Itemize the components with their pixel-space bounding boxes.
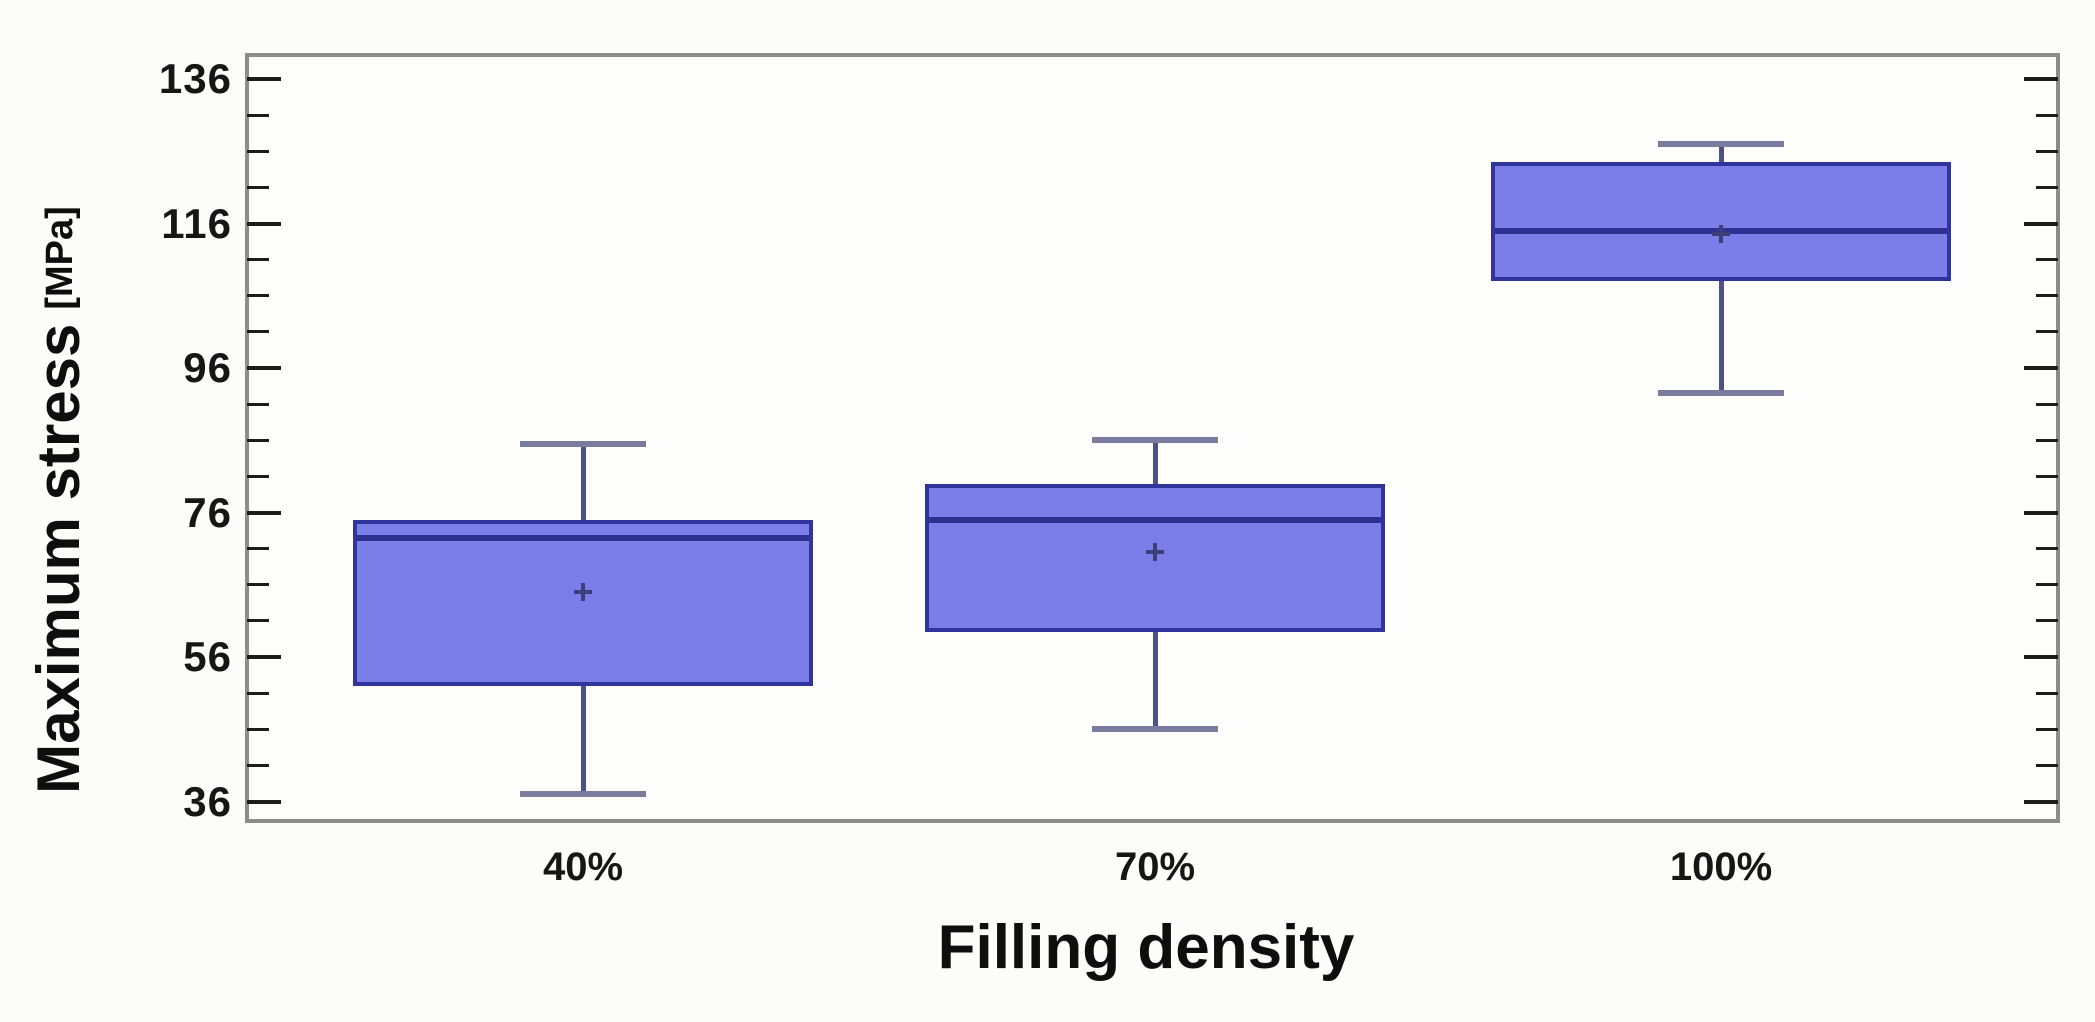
box-whisker-cap-lower	[1658, 390, 1784, 397]
box-median-line	[929, 516, 1381, 523]
y-axis-major-tick-right	[2024, 655, 2058, 659]
y-axis-major-tick	[247, 221, 281, 226]
y-axis-major-tick	[247, 510, 281, 515]
y-axis-minor-tick	[247, 258, 269, 262]
y-axis-minor-tick-right	[2036, 438, 2058, 442]
box-median-line	[357, 534, 809, 541]
y-axis-tick-label: 136	[158, 55, 232, 102]
y-axis-minor-tick	[247, 691, 269, 695]
box-whisker-cap-upper	[520, 440, 646, 447]
y-axis-tick-label: 56	[183, 633, 232, 680]
y-axis-major-tick-right	[2024, 221, 2058, 226]
y-axis-minor-tick-right	[2036, 149, 2058, 153]
y-axis-minor-tick	[247, 149, 269, 153]
y-axis-major-tick	[247, 77, 281, 81]
x-axis-title: Filling density	[937, 913, 1355, 982]
y-axis-minor-tick	[247, 474, 269, 478]
y-axis-tick-label: 116	[161, 199, 232, 247]
y-axis-minor-tick	[247, 727, 269, 731]
y-axis-minor-tick	[247, 185, 269, 189]
y-axis-major-tick	[247, 655, 281, 659]
box-whisker-cap-upper	[1092, 437, 1218, 444]
y-axis-minor-tick-right	[2036, 294, 2058, 298]
y-axis-major-tick-right	[2024, 366, 2058, 370]
y-axis-minor-tick-right	[2036, 330, 2058, 334]
y-axis-minor-tick	[247, 547, 269, 551]
y-axis-minor-tick-right	[2036, 474, 2058, 478]
x-category-label: 70%	[1114, 845, 1196, 889]
x-category-label: 100%	[1669, 845, 1773, 889]
y-axis-minor-tick	[247, 113, 269, 117]
y-axis-minor-tick-right	[2036, 727, 2058, 731]
box-iqr	[353, 519, 813, 686]
y-axis-minor-tick-right	[2036, 691, 2058, 695]
box-iqr	[1491, 162, 1951, 282]
y-axis-major-tick	[247, 799, 281, 804]
box-whisker-cap-lower	[1092, 726, 1218, 733]
y-axis-minor-tick-right	[2036, 547, 2058, 551]
y-axis-minor-tick	[247, 619, 269, 623]
y-axis-minor-tick	[247, 583, 269, 587]
mean-marker	[1153, 543, 1157, 562]
box-whisker-cap-lower	[520, 791, 646, 798]
y-axis-minor-tick-right	[2036, 763, 2058, 767]
y-axis-minor-tick-right	[2036, 185, 2058, 189]
y-axis-minor-tick-right	[2036, 258, 2058, 262]
y-axis-major-tick-right	[2024, 799, 2058, 804]
y-axis-major-tick-right	[2024, 77, 2058, 81]
y-axis-title-text: Maximum stress	[24, 323, 92, 794]
y-axis-minor-tick	[247, 763, 269, 767]
y-axis-tick-label: 76	[183, 488, 232, 536]
y-axis-minor-tick	[247, 402, 269, 406]
y-axis-minor-tick	[247, 294, 269, 298]
y-axis-minor-tick-right	[2036, 619, 2058, 623]
y-axis-major-tick	[247, 366, 281, 370]
y-axis-tick-label: 36	[183, 777, 232, 825]
y-axis-minor-tick-right	[2036, 113, 2058, 117]
y-axis-major-tick-right	[2024, 510, 2058, 515]
y-axis-minor-tick-right	[2036, 402, 2058, 406]
mean-marker	[1719, 225, 1723, 244]
y-axis-minor-tick	[247, 438, 269, 442]
y-axis-tick-label: 96	[183, 344, 232, 391]
box-whisker-cap-upper	[1658, 141, 1784, 148]
mean-marker	[581, 582, 585, 601]
y-axis-minor-tick-right	[2036, 583, 2058, 587]
y-axis-minor-tick	[247, 330, 269, 334]
x-category-label: 40%	[542, 845, 624, 889]
